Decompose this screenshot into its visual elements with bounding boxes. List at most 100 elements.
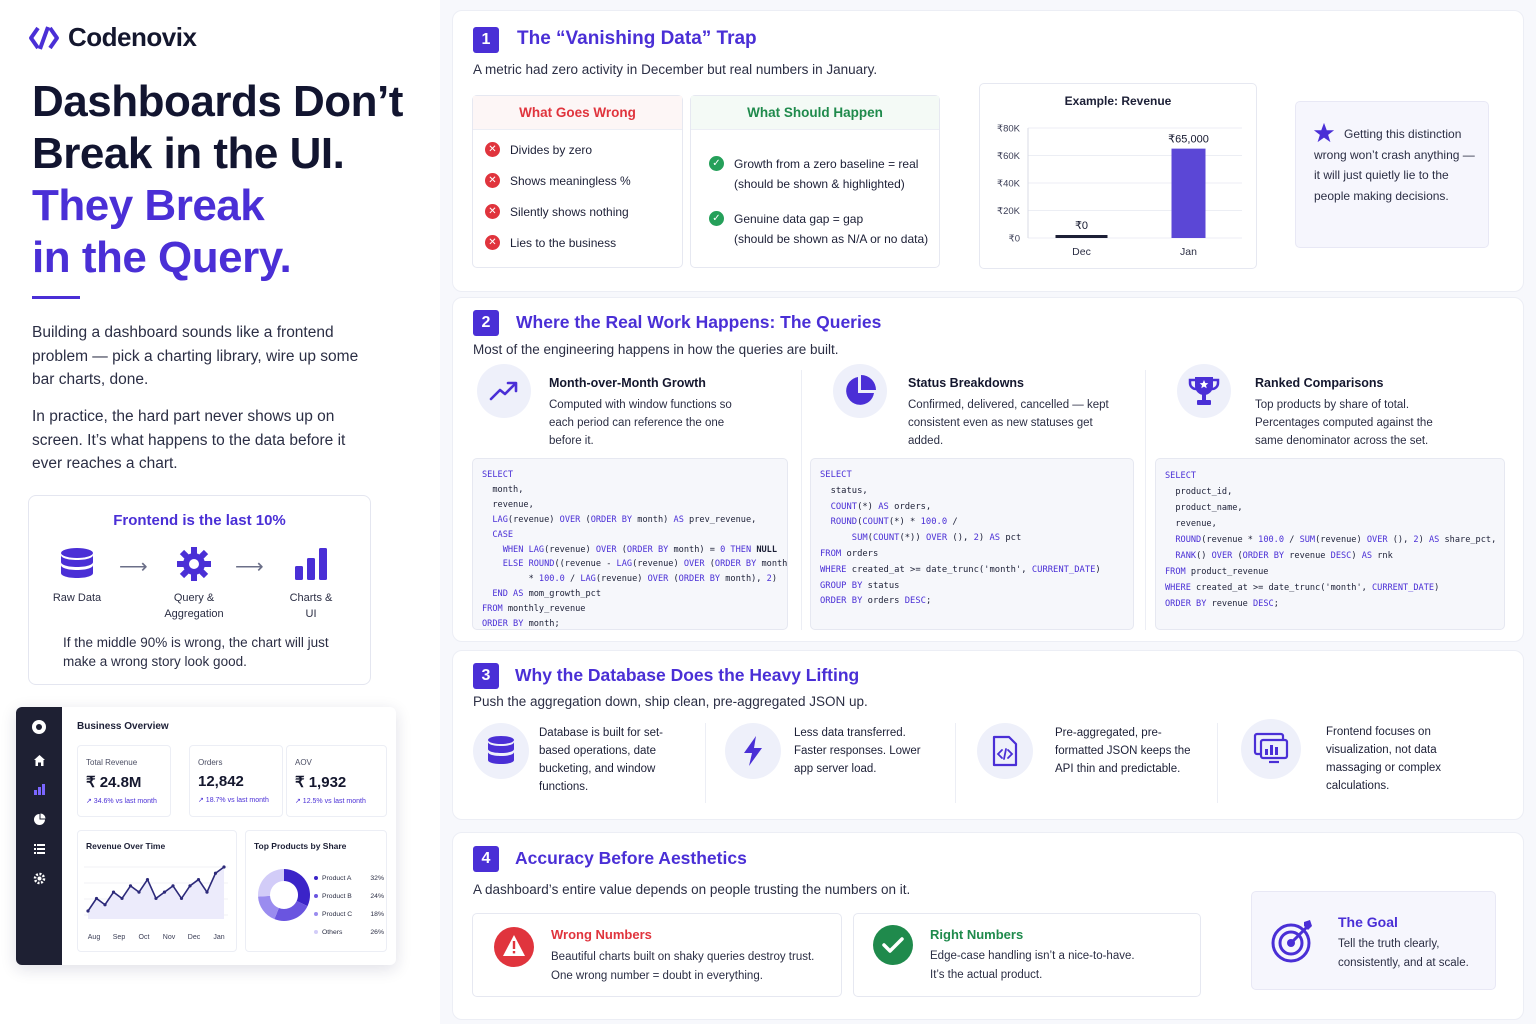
revenue-bar-jan [1171, 148, 1206, 238]
legend-label: Product C [322, 910, 353, 918]
left-panel: Codenovix Dashboards Don’t Break in the … [0, 0, 440, 1024]
data-label: ₹65,000 [1168, 134, 1209, 146]
revenue-point [196, 877, 201, 882]
legend-item: Others 26% [314, 923, 384, 941]
home-icon[interactable] [16, 754, 62, 770]
legend-item: Product C 18% [314, 905, 384, 923]
brand-logo[interactable]: Codenovix [28, 22, 197, 53]
revenue-bar-chart: ₹0 ₹20K ₹40K ₹60K ₹80K ₹0 Dec ₹65,000 Jan [997, 124, 1242, 258]
col-title-mom-growth: Month-over-Month Growth [549, 376, 706, 390]
products-chart-title: Top Products by Share [254, 841, 347, 851]
section-title: Accuracy Before Aesthetics [515, 848, 747, 868]
hero-line-4: in the Query. [32, 233, 292, 282]
revenue-point [154, 896, 158, 901]
wrong-numbers-text: Beautiful charts built on shaky queries … [551, 951, 815, 982]
wrong-item: ✕ Silently shows nothing [485, 202, 629, 222]
month-label: Jan [213, 934, 224, 941]
goal-text: Tell the truth clearly, consistently, an… [1338, 938, 1469, 969]
revenue-area [88, 867, 224, 919]
revenue-point [137, 890, 141, 894]
y-tick-label: ₹0 [1009, 234, 1020, 245]
feature-json-text: Pre-aggregated, pre-formatted JSON keeps… [1055, 727, 1191, 775]
hero-line-3: They Break [32, 181, 265, 230]
legend-item: Product B 24% [314, 887, 384, 905]
legend-dot [314, 876, 318, 880]
column-divider [1145, 370, 1146, 630]
revenue-point [162, 890, 167, 894]
section-1-vanishing-data: 1 The “Vanishing Data” Trap A metric had… [452, 10, 1524, 292]
revenue-over-time-card[interactable]: Revenue Over Time Aug Sep Oct Nov Dec Jan [77, 830, 237, 952]
column-divider [705, 723, 706, 803]
intro-paragraph-1: Building a dashboard sounds like a front… [32, 324, 359, 388]
brand-name: Codenovix [68, 22, 197, 52]
top-products-card[interactable]: Top Products by Share Product A 32% Produc… [245, 830, 387, 952]
donut-slice [274, 900, 308, 921]
legend-pct: 26% [370, 928, 384, 936]
flow-step-raw-data: Raw Data [52, 592, 102, 604]
kpi-label: Total Revenue [86, 758, 138, 767]
wrong-item: ✕ Shows meaningless % [485, 171, 631, 191]
legend-dot [314, 894, 318, 898]
section-number: 3 [473, 663, 499, 689]
hero-line-1: Dashboards Don’t [32, 77, 403, 126]
revenue-point [205, 890, 209, 894]
bar-chart-icon [295, 548, 327, 580]
month-label: Dec [188, 934, 201, 941]
revenue-point [188, 884, 192, 888]
analytics-icon[interactable] [16, 783, 62, 799]
x-circle-icon: ✕ [485, 204, 500, 219]
callout-text: Getting this distinction wrong won’t cra… [1314, 127, 1475, 203]
revenue-point [94, 896, 99, 901]
kpi-card-revenue[interactable]: Total Revenue ₹ 24.8M ↗ 34.6% vs last mo… [77, 745, 171, 817]
dashboard-sidebar [16, 707, 62, 965]
col-desc-ranked: Top products by share of total. Percenta… [1255, 399, 1433, 447]
y-tick-label: ₹40K [997, 179, 1021, 190]
y-tick-label: ₹80K [997, 124, 1021, 135]
right-numbers-text: Edge-case handling isn’t a nice-to-have.… [930, 950, 1135, 981]
products-legend: Product A 32% Product B 24% Product C 18% Othe… [314, 869, 384, 941]
section-subtitle: A metric had zero activity in December b… [473, 62, 878, 77]
target-icon [1271, 920, 1312, 963]
right-numbers-card: Right Numbers Edge-case handling isn’t a… [853, 913, 1201, 997]
legend-label: Product B [322, 892, 352, 900]
right-item: ✓ Genuine data gap = gap (should be shown … [709, 209, 928, 249]
last-10-title: Frontend is the last 10% [113, 512, 286, 529]
wrong-item: ✕ Lies to the business [485, 233, 616, 253]
section-title: Why the Database Does the Heavy Lifting [515, 665, 860, 685]
x-tick-label: Dec [1072, 246, 1091, 258]
month-label: Oct [139, 934, 150, 941]
settings-gear-icon[interactable] [16, 872, 62, 888]
donut-slice [258, 895, 279, 920]
x-circle-icon: ✕ [485, 142, 500, 157]
feature-frontend-text: Frontend focuses on visualization, not d… [1326, 726, 1442, 792]
legend-pct: 32% [370, 874, 384, 882]
y-tick-label: ₹20K [997, 206, 1021, 217]
what-should-happen-card: What Should Happen ✓ Growth from a zero b… [690, 95, 940, 268]
legend-pct: 18% [370, 910, 384, 918]
section-2-queries: 2 Where the Real Work Happens: The Queri… [452, 297, 1524, 642]
check-circle-icon [873, 925, 913, 965]
last-10-note: If the middle 90% is wrong, the chart wi… [63, 635, 329, 669]
dashboard-title: Business Overview [77, 721, 169, 732]
right-card-title: What Should Happen [691, 96, 939, 130]
revenue-point [145, 877, 150, 882]
month-label: Sep [113, 934, 126, 941]
app-logo-icon[interactable] [16, 719, 62, 738]
wrong-numbers-title: Wrong Numbers [551, 927, 652, 942]
pie-chart-icon[interactable] [16, 813, 62, 829]
month-label: Nov [163, 934, 176, 941]
goal-card: The Goal Tell the truth clearly, consist… [1251, 891, 1496, 990]
column-divider [801, 370, 802, 630]
x-circle-icon: ✕ [485, 173, 500, 188]
right-numbers-title: Right Numbers [930, 927, 1024, 942]
code-file-icon [977, 723, 1033, 779]
x-circle-icon: ✕ [485, 235, 500, 250]
hero-headline: Dashboards Don’t Break in the UI. They B… [32, 76, 432, 284]
list-icon[interactable] [16, 842, 62, 858]
revenue-point [222, 865, 226, 869]
last-10-card: Frontend is the last 10% Raw Data ⟶ Quer… [28, 495, 371, 685]
donut-slice [258, 869, 284, 897]
kpi-card-aov[interactable]: AOV ₹ 1,932 ↗ 12.5% vs last month [286, 745, 387, 817]
kpi-card-orders[interactable]: Orders 12,842 ↗ 18.7% vs last month [189, 745, 283, 817]
lightning-icon [725, 723, 781, 779]
